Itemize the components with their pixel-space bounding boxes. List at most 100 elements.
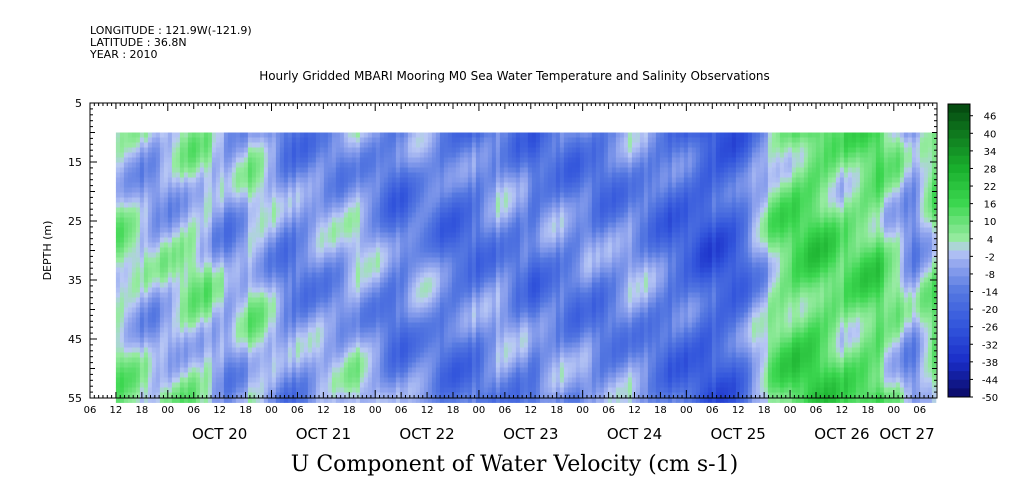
heatmap-cell bbox=[355, 367, 361, 373]
heatmap-cell bbox=[175, 242, 181, 248]
heatmap-cell bbox=[187, 167, 193, 173]
heatmap-cell bbox=[159, 157, 165, 163]
heatmap-cell bbox=[395, 287, 401, 293]
heatmap-cell bbox=[239, 307, 245, 313]
heatmap-cell bbox=[323, 297, 329, 303]
heatmap-cell bbox=[391, 217, 397, 223]
heatmap-cell bbox=[147, 217, 153, 223]
heatmap-cell bbox=[239, 272, 245, 278]
heatmap-cell bbox=[423, 382, 429, 388]
heatmap-cell bbox=[399, 237, 405, 243]
heatmap-cell bbox=[303, 152, 309, 158]
heatmap-cell bbox=[467, 292, 473, 298]
heatmap-cell bbox=[251, 247, 257, 253]
heatmap-cell bbox=[207, 372, 213, 378]
heatmap-cell bbox=[323, 232, 329, 238]
heatmap-cell bbox=[451, 197, 457, 203]
heatmap-cell bbox=[279, 192, 285, 198]
heatmap-cell bbox=[155, 312, 161, 318]
heatmap-cell bbox=[307, 342, 313, 348]
heatmap-cell bbox=[175, 212, 181, 218]
heatmap-cell bbox=[403, 242, 409, 248]
heatmap-cell bbox=[275, 257, 281, 263]
heatmap-cell bbox=[215, 367, 221, 373]
heatmap-cell bbox=[335, 302, 341, 308]
heatmap-cell bbox=[467, 272, 473, 278]
heatmap-cell bbox=[483, 197, 489, 203]
heatmap-cell bbox=[455, 152, 461, 158]
heatmap-cell bbox=[483, 222, 489, 228]
heatmap-cell bbox=[415, 382, 421, 388]
heatmap-cell bbox=[323, 132, 329, 138]
heatmap-cell bbox=[339, 312, 345, 318]
heatmap-cell bbox=[215, 267, 221, 273]
heatmap-cell bbox=[467, 337, 473, 343]
heatmap-cell bbox=[243, 192, 249, 198]
heatmap-cell bbox=[231, 157, 237, 163]
heatmap-cell bbox=[351, 232, 357, 238]
heatmap-cell bbox=[375, 142, 381, 148]
heatmap-cell bbox=[299, 387, 305, 393]
heatmap-cell bbox=[143, 367, 149, 373]
heatmap-cell bbox=[371, 387, 377, 393]
heatmap-cell bbox=[395, 282, 401, 288]
heatmap-cell bbox=[247, 312, 253, 318]
heatmap-cell bbox=[267, 397, 273, 403]
heatmap-cell bbox=[423, 277, 429, 283]
heatmap-cell bbox=[443, 167, 449, 173]
heatmap-cell bbox=[219, 282, 225, 288]
heatmap-cell bbox=[335, 332, 341, 338]
heatmap-cell bbox=[471, 152, 477, 158]
heatmap-cell bbox=[311, 132, 317, 138]
heatmap-cell bbox=[399, 362, 405, 368]
heatmap-cell bbox=[199, 242, 205, 248]
heatmap-cell bbox=[195, 217, 201, 223]
heatmap-cell bbox=[247, 372, 253, 378]
heatmap-cell bbox=[379, 152, 385, 158]
heatmap-cell bbox=[423, 362, 429, 368]
heatmap-cell bbox=[303, 202, 309, 208]
heatmap-cell bbox=[287, 302, 293, 308]
heatmap-cell bbox=[383, 272, 389, 278]
heatmap-cell bbox=[299, 212, 305, 218]
heatmap-cell bbox=[211, 167, 217, 173]
heatmap-cell bbox=[155, 157, 161, 163]
heatmap-cell bbox=[151, 197, 157, 203]
heatmap-cell bbox=[179, 202, 185, 208]
heatmap-cell bbox=[319, 352, 325, 358]
heatmap-cell bbox=[227, 272, 233, 278]
heatmap-cell bbox=[463, 277, 469, 283]
heatmap-cell bbox=[283, 367, 289, 373]
heatmap-cell bbox=[175, 302, 181, 308]
heatmap-cell bbox=[367, 307, 373, 313]
heatmap-cell bbox=[267, 247, 273, 253]
heatmap-cell bbox=[367, 132, 373, 138]
heatmap-cell bbox=[459, 287, 465, 293]
heatmap-cell bbox=[243, 187, 249, 193]
heatmap-cell bbox=[431, 162, 437, 168]
heatmap-cell bbox=[147, 192, 153, 198]
heatmap-cell bbox=[251, 207, 257, 213]
heatmap-cell bbox=[259, 352, 265, 358]
heatmap-cell bbox=[155, 197, 161, 203]
heatmap-cell bbox=[167, 157, 173, 163]
heatmap-cell bbox=[291, 352, 297, 358]
heatmap-cell bbox=[155, 307, 161, 313]
heatmap-cell bbox=[323, 312, 329, 318]
heatmap-cell bbox=[127, 382, 133, 388]
heatmap-cell bbox=[283, 137, 289, 143]
heatmap-cell bbox=[391, 362, 397, 368]
heatmap-cell bbox=[127, 172, 133, 178]
heatmap-cell bbox=[199, 217, 205, 223]
heatmap-cell bbox=[459, 317, 465, 323]
heatmap-cell bbox=[479, 152, 485, 158]
heatmap-cell bbox=[171, 247, 177, 253]
heatmap-cell bbox=[307, 307, 313, 313]
heatmap-cell bbox=[255, 237, 261, 243]
heatmap-cell bbox=[195, 262, 201, 268]
heatmap-cell bbox=[311, 277, 317, 283]
heatmap-cell bbox=[347, 307, 353, 313]
heatmap-cell bbox=[199, 207, 205, 213]
heatmap-cell bbox=[279, 312, 285, 318]
heatmap-cell bbox=[183, 257, 189, 263]
